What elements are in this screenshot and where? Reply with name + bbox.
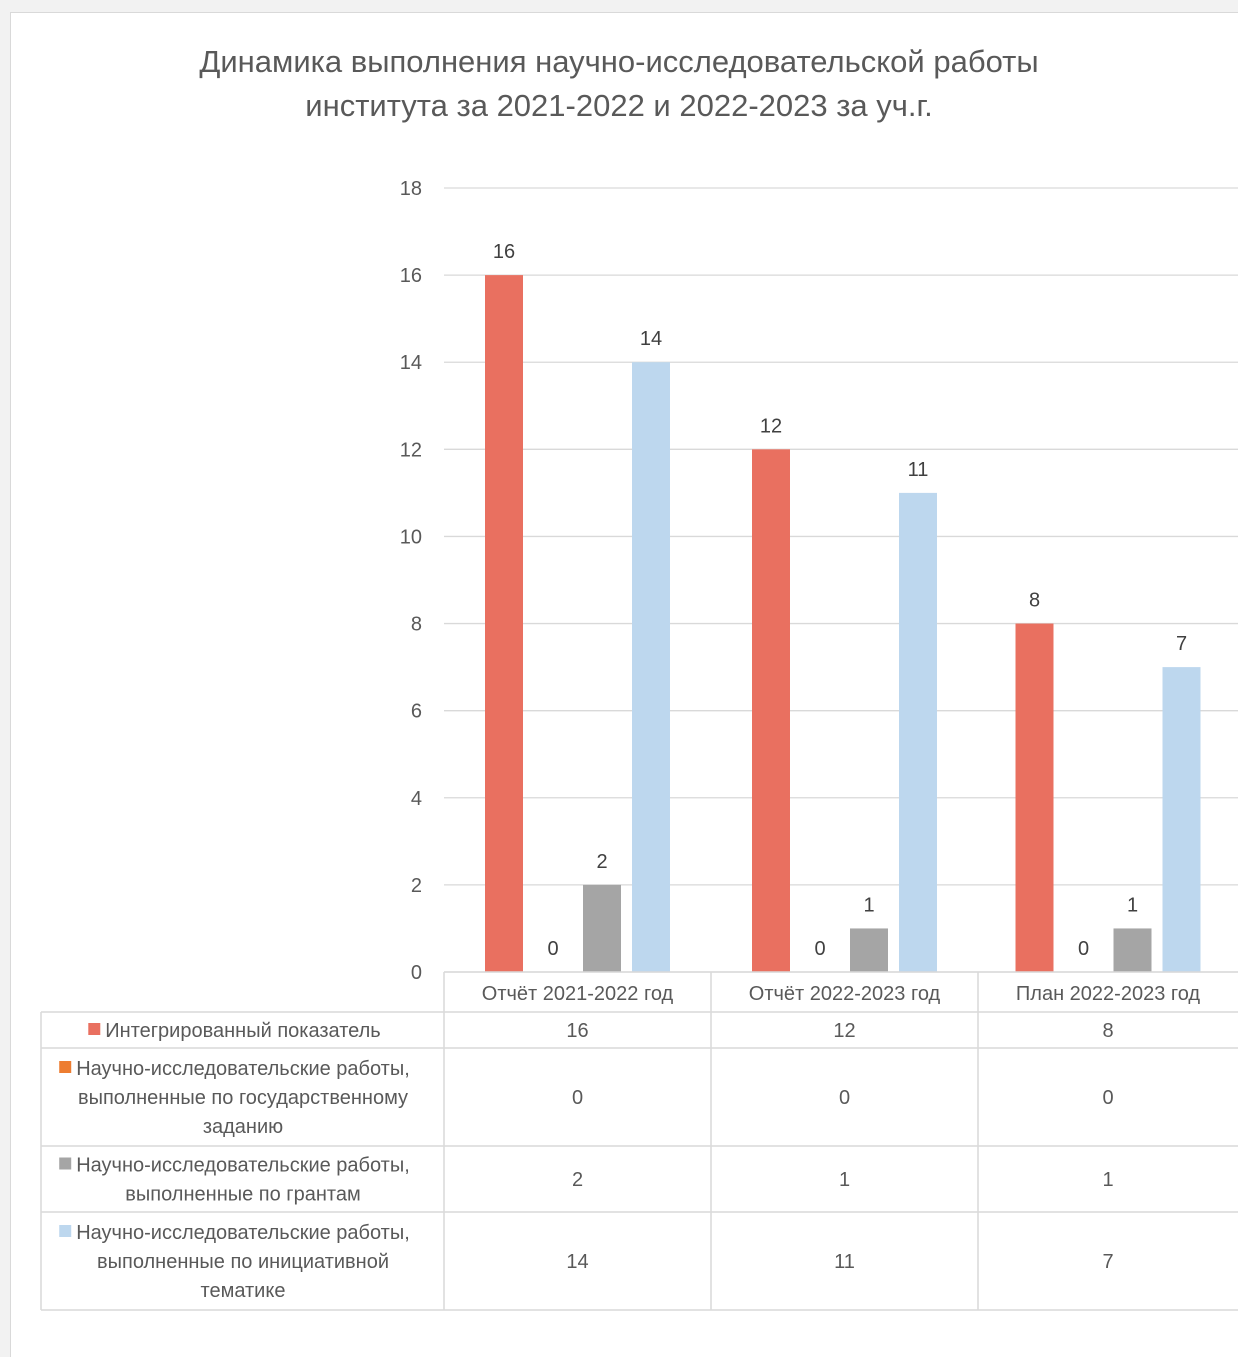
- bar: [850, 928, 888, 972]
- bar: [1113, 928, 1152, 972]
- table-cell-value: 0: [1102, 1087, 1113, 1109]
- x-category-label: Отчёт 2022-2023 год: [749, 983, 941, 1005]
- chart-title: Динамика выполнения научно-исследователь…: [199, 44, 1039, 123]
- table-cell-value: 16: [566, 1020, 588, 1042]
- table-cell-value: 12: [833, 1020, 855, 1042]
- data-label: 0: [814, 938, 825, 960]
- legend-text: Научно-исследовательские работы,: [76, 1058, 410, 1080]
- y-tick-label: 10: [400, 526, 422, 548]
- legend-marker: [59, 1061, 72, 1073]
- legend-marker: [59, 1157, 72, 1170]
- data-label: 11: [908, 459, 929, 481]
- legend-text: выполненные по государственному: [78, 1087, 408, 1109]
- table-cell-value: 1: [839, 1169, 850, 1191]
- y-tick-label: 8: [411, 614, 422, 636]
- y-tick-label: 16: [400, 265, 422, 287]
- y-tick-label: 4: [411, 788, 422, 810]
- legend-text: выполненные по инициативной: [97, 1251, 389, 1273]
- table-cell-value: 0: [572, 1087, 583, 1109]
- x-category-label: План 2022-2023 год: [1016, 983, 1201, 1005]
- x-category-label: Отчёт 2021-2022 год: [482, 983, 674, 1005]
- bar: [1162, 667, 1201, 972]
- legend-text: Научно-исследовательские работы,: [76, 1222, 410, 1244]
- table-cell-value: 14: [566, 1251, 588, 1273]
- legend-marker: [88, 1023, 101, 1035]
- table-cell-value: 8: [1102, 1020, 1113, 1042]
- data-label: 14: [640, 328, 662, 350]
- data-label: 2: [596, 851, 607, 873]
- table-cell-value: 0: [839, 1087, 850, 1109]
- y-tick-label: 2: [411, 875, 422, 897]
- bar: [899, 492, 937, 972]
- legend-text: Интегрированный показатель: [105, 1020, 380, 1042]
- data-label: 16: [493, 241, 515, 263]
- bar: [485, 275, 523, 973]
- data-label: 1: [863, 894, 874, 916]
- data-label: 1: [1127, 894, 1138, 916]
- y-tick-label: 0: [411, 962, 422, 984]
- bar: [632, 362, 670, 972]
- legend-text: заданию: [203, 1116, 283, 1138]
- legend-text: Научно-исследовательские работы,: [76, 1155, 410, 1177]
- table-cell-value: 11: [834, 1251, 855, 1273]
- data-label: 0: [547, 938, 558, 960]
- table-cell-value: 1: [1102, 1169, 1113, 1191]
- y-tick-label: 14: [400, 352, 422, 374]
- bar: [752, 449, 790, 972]
- table-cell-value: 2: [572, 1169, 583, 1191]
- data-label: 12: [760, 415, 782, 437]
- bar: [1015, 623, 1054, 972]
- legend-text: тематике: [201, 1280, 286, 1302]
- legend-text: выполненные по грантам: [125, 1184, 360, 1206]
- data-label: 8: [1029, 590, 1040, 612]
- data-label: 0: [1078, 938, 1089, 960]
- data-label: 7: [1176, 633, 1187, 655]
- y-tick-label: 18: [400, 178, 422, 200]
- table-cell-value: 7: [1102, 1251, 1113, 1273]
- legend-marker: [59, 1225, 72, 1237]
- y-tick-label: 6: [411, 701, 422, 723]
- y-tick-label: 12: [400, 439, 422, 461]
- bar: [583, 884, 621, 972]
